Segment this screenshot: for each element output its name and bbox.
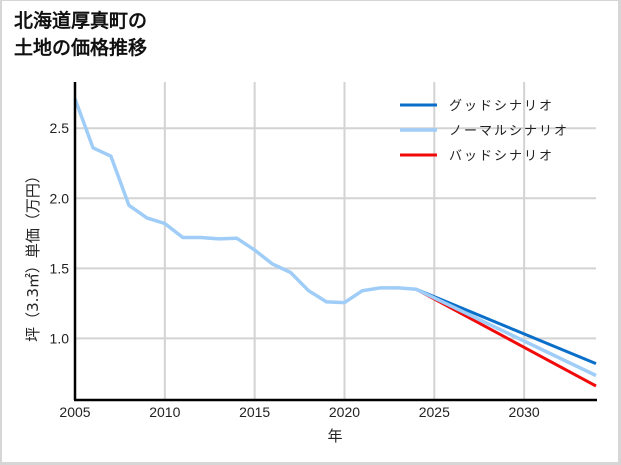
series-line (415, 287, 597, 365)
y-tick-label: 2.5 (50, 120, 70, 136)
chart-title: 北海道厚真町の 土地の価格推移 (14, 8, 147, 62)
x-tick-label: 2030 (509, 404, 540, 420)
series-line (73, 98, 597, 378)
data-series (73, 98, 597, 388)
chart-title-line-1: 北海道厚真町の (14, 10, 148, 32)
y-axis-label: 坪（3.3㎡）単価（万円） (24, 168, 42, 342)
x-axis-label: 年 (327, 427, 342, 445)
x-tick-label: 2025 (419, 404, 450, 420)
y-tick-labels: 1.0 1.5 2.0 2.5 (50, 120, 70, 346)
y-tick-label: 1.0 (50, 330, 70, 346)
axes (73, 82, 597, 402)
x-tick-label: 2005 (59, 404, 90, 420)
y-tick-label: 1.5 (50, 260, 70, 276)
legend-label: バッドシナリオ (449, 149, 554, 164)
x-tick-label: 2015 (239, 404, 270, 420)
legend-label: グッドシナリオ (449, 99, 554, 114)
y-tick-label: 2.0 (50, 190, 70, 206)
x-tick-labels: 2005 2010 2015 2020 2025 2030 (59, 404, 539, 420)
x-tick-label: 2010 (149, 404, 180, 420)
legend-label: ノーマルシナリオ (449, 124, 569, 139)
x-tick-label: 2020 (329, 404, 360, 420)
chart-title-line-2: 土地の価格推移 (14, 37, 148, 59)
